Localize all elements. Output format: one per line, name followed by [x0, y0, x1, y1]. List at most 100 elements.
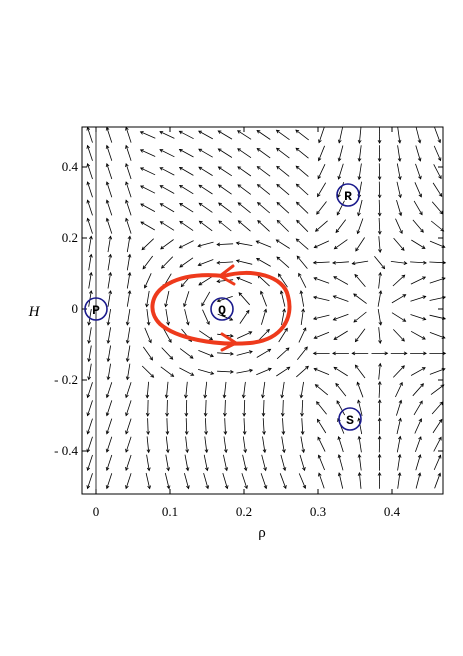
field-arrow: [239, 310, 250, 324]
field-arrow: [390, 261, 407, 264]
field-arrow: [314, 240, 330, 248]
field-arrowhead: [357, 471, 362, 476]
field-arrowhead: [417, 157, 422, 162]
field-arrow: [318, 145, 325, 161]
field-arrowhead: [86, 430, 91, 435]
field-arrow: [278, 328, 288, 343]
field-arrowhead: [237, 202, 242, 206]
field-arrowhead: [357, 176, 362, 181]
field-arrowhead: [422, 316, 427, 321]
field-arrowhead: [125, 430, 129, 435]
field-arrow: [433, 455, 441, 471]
field-arrow: [107, 290, 111, 307]
x-tick-label-1: 0.1: [162, 504, 178, 519]
field-arrowhead: [437, 157, 442, 162]
field-arrow: [430, 384, 445, 395]
field-arrowhead: [125, 485, 129, 490]
field-arrow: [125, 127, 132, 143]
field-arrowhead: [318, 472, 322, 477]
field-arrowhead: [377, 140, 382, 144]
field-arrow: [276, 347, 290, 360]
x-axis-label: ρ: [258, 525, 266, 541]
field-arrowhead: [377, 230, 382, 235]
field-arrowhead: [296, 255, 301, 260]
field-arrowhead: [178, 184, 183, 189]
field-arrowhead: [257, 220, 261, 224]
field-arrow: [205, 399, 207, 417]
y-axis-label: H: [28, 304, 41, 320]
field-arrow: [432, 419, 443, 434]
field-arrow: [338, 472, 344, 489]
field-arrowhead: [276, 201, 281, 206]
field-arrow: [87, 145, 93, 161]
field-arrowhead: [295, 165, 300, 170]
field-arrowhead: [203, 412, 208, 417]
field-arrow: [396, 418, 401, 435]
field-arrow: [217, 261, 234, 264]
field-arrowhead: [402, 294, 407, 298]
field-arrowhead: [378, 321, 383, 326]
field-arrowhead: [354, 273, 359, 278]
field-arrowhead: [105, 199, 110, 204]
field-arrowhead: [418, 436, 422, 441]
plot-frame: [81, 126, 444, 495]
field-arrow: [433, 437, 442, 452]
field-arrow: [236, 331, 252, 339]
field-arrowhead: [437, 472, 442, 477]
field-arrowhead: [313, 367, 318, 372]
field-arrow: [301, 399, 304, 417]
field-arrow: [357, 382, 364, 398]
field-arrow: [396, 181, 401, 198]
field-arrow: [140, 185, 156, 194]
field-arrowhead: [201, 302, 205, 307]
field-arrowhead: [418, 175, 422, 180]
field-arrow: [378, 236, 381, 253]
field-arrow: [198, 259, 214, 266]
field-arrowhead: [397, 176, 402, 181]
field-arrow: [126, 254, 131, 271]
field-arrowhead: [164, 303, 168, 308]
field-arrowhead: [229, 333, 234, 338]
field-arrow: [338, 454, 344, 471]
field-arrow: [179, 257, 194, 268]
field-arrowhead: [299, 290, 304, 295]
field-arrowhead: [302, 327, 307, 332]
field-arrowhead: [242, 412, 247, 417]
field-arrow: [280, 454, 286, 471]
field-arrowhead: [296, 219, 300, 224]
field-arrowhead: [198, 148, 203, 153]
field-arrow: [358, 436, 362, 453]
field-arrowhead: [105, 448, 110, 453]
field-arrow: [256, 148, 271, 159]
field-arrow: [338, 127, 343, 143]
field-arrow: [179, 130, 194, 140]
field-arrow: [185, 436, 188, 453]
field-arrow: [237, 130, 252, 140]
field-arrowhead: [286, 366, 291, 371]
field-arrow: [162, 328, 172, 343]
field-arrowhead: [237, 184, 242, 188]
field-arrow: [295, 129, 309, 141]
field-arrowhead: [139, 149, 144, 153]
field-arrow: [125, 454, 132, 471]
field-arrow: [298, 273, 307, 288]
field-arrowhead: [377, 453, 382, 458]
field-arrowhead: [316, 401, 320, 405]
field-arrowhead: [105, 163, 110, 168]
field-arrowhead: [279, 290, 284, 295]
field-arrowhead: [198, 184, 203, 189]
field-arrowhead: [276, 219, 281, 224]
field-arrowhead: [422, 295, 427, 299]
field-arrow: [145, 472, 151, 489]
field-arrowhead: [86, 466, 91, 471]
field-arrowhead: [295, 238, 300, 243]
field-arrowhead: [125, 217, 129, 222]
field-arrowhead: [301, 308, 305, 313]
field-arrow: [237, 184, 252, 195]
field-arrow: [276, 366, 290, 377]
field-arrow: [106, 418, 113, 434]
field-arrow: [159, 131, 175, 139]
field-arrow: [88, 272, 92, 289]
field-arrow: [165, 309, 169, 325]
field-arrow: [410, 296, 426, 302]
